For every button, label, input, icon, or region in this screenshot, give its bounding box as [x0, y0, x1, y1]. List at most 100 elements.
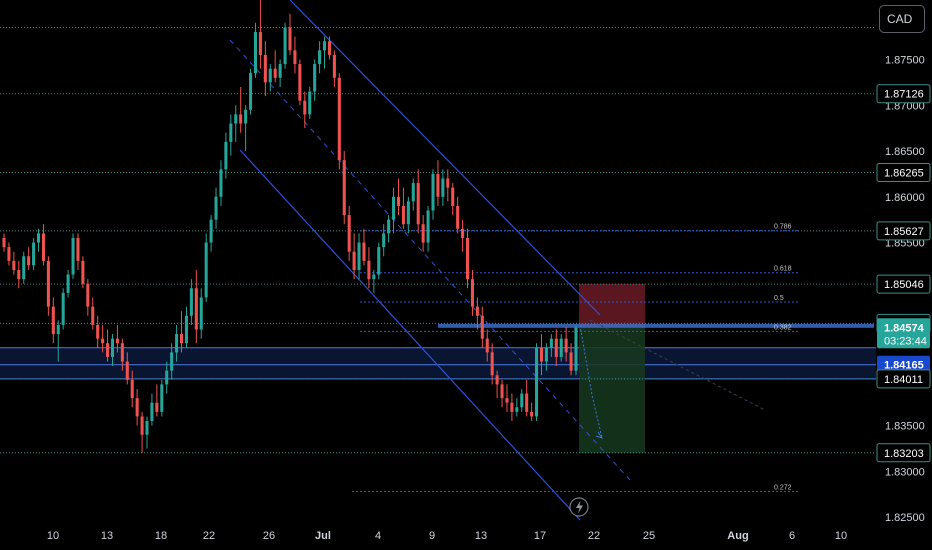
current-price-value: 1.84574 — [884, 322, 925, 334]
candle-body — [510, 402, 514, 412]
fib-label: 0.786 — [774, 224, 792, 231]
candle-body — [2, 237, 6, 248]
candle-body — [234, 114, 238, 124]
candle-body — [184, 315, 188, 344]
y-tick-label: 1.83500 — [885, 421, 925, 433]
stop-loss-area[interactable] — [579, 283, 645, 328]
zone-price-badge — [877, 355, 930, 374]
candle-body — [179, 334, 184, 344]
candle-body — [515, 407, 519, 412]
candle-body — [96, 324, 100, 339]
candle-body — [41, 233, 45, 261]
candle-body — [189, 288, 193, 316]
x-tick-label: 17 — [534, 530, 546, 542]
candle-body — [525, 393, 529, 412]
y-tick-label: 1.87000 — [885, 100, 925, 112]
candle-body — [441, 178, 445, 197]
candle-body — [470, 279, 474, 307]
candle-body — [308, 91, 312, 115]
level-price-badge — [876, 443, 931, 463]
candle-body — [495, 375, 499, 385]
candle-body — [288, 27, 292, 51]
candle-body — [411, 183, 415, 202]
x-tick-label: 25 — [643, 530, 655, 542]
candles — [2, 0, 578, 454]
take-profit-area[interactable] — [579, 327, 645, 454]
candle-body — [110, 338, 115, 357]
candle-body — [352, 251, 356, 270]
level-price-badge — [876, 84, 931, 104]
candle-body — [431, 173, 435, 211]
candle-body — [204, 242, 208, 298]
channel-mid — [229, 39, 631, 481]
candle-body — [465, 237, 470, 280]
candle-body — [559, 338, 563, 357]
candle-body — [165, 370, 169, 385]
candle-body — [539, 347, 544, 362]
candle-body — [480, 315, 484, 339]
channel-upper — [289, 0, 601, 316]
candle-body — [209, 219, 213, 243]
candle-body — [530, 411, 534, 417]
candle-body — [91, 306, 95, 325]
candle-body — [145, 421, 149, 435]
candle-body — [120, 343, 124, 362]
candle-body — [263, 54, 267, 83]
fib-label: 0.382 — [774, 324, 792, 331]
candle-body — [461, 228, 465, 238]
position-tool[interactable] — [438, 283, 874, 454]
candle-body — [377, 247, 381, 275]
candle-body — [421, 224, 425, 243]
x-tick-label: 10 — [47, 530, 59, 542]
y-tick-label: 1.87500 — [885, 54, 925, 66]
candle-body — [46, 260, 50, 307]
countdown-timer: 03:23:44 — [884, 335, 927, 347]
candle-body — [372, 274, 376, 280]
candle-body — [357, 242, 361, 270]
candle-body — [115, 338, 119, 344]
candle-body — [214, 196, 218, 220]
candle-body — [224, 141, 228, 170]
x-axis[interactable]: 10 13 18 22 26 Jul 4 9 13 17 22 25 Aug 6 10 — [47, 530, 847, 542]
x-tick-label: 13 — [475, 530, 487, 542]
candle-body — [76, 237, 80, 261]
y-tick-label: 1.83000 — [885, 466, 925, 478]
candle-body — [17, 270, 21, 280]
candle-body — [544, 347, 548, 362]
candle-body — [61, 292, 65, 325]
candle-body — [367, 260, 371, 280]
level-price-value: 1.85627 — [884, 226, 924, 238]
candle-body — [446, 178, 450, 188]
candle-body — [505, 398, 509, 403]
entry-zone-bar[interactable] — [438, 323, 874, 328]
fib-label: 0.272 — [774, 484, 792, 491]
projection-line — [579, 324, 603, 439]
x-tick-label: 26 — [263, 530, 275, 542]
candle-body — [392, 196, 396, 220]
candle-body — [382, 233, 386, 248]
price-badges: 1.871261.862651.856271.850461.846171.845… — [876, 84, 931, 463]
candle-body — [81, 260, 85, 284]
level-price-badge — [876, 274, 931, 294]
fib-label: 0.5 — [774, 295, 784, 302]
candle-body — [125, 361, 129, 380]
y-tick-label: 1.85500 — [885, 238, 925, 250]
level-price-value: 1.84011 — [884, 374, 923, 386]
candle-body — [278, 64, 282, 78]
candle-body — [406, 201, 410, 225]
support-zone — [0, 347, 876, 379]
candle-body — [387, 219, 391, 234]
x-tick-label: 22 — [203, 530, 215, 542]
candle-body — [485, 338, 489, 353]
candle-body — [32, 242, 36, 266]
flash-icon[interactable] — [569, 497, 589, 517]
x-tick-label: 22 — [588, 530, 600, 542]
candle-body — [244, 109, 248, 124]
candle-body — [36, 233, 41, 243]
candle-body — [239, 114, 243, 124]
currency-button[interactable]: CAD — [879, 5, 925, 33]
fib-levels: 0.786 0.618 0.5 0.382 0.272 — [352, 224, 800, 492]
candle-body — [7, 247, 11, 261]
candle-body — [313, 64, 317, 92]
